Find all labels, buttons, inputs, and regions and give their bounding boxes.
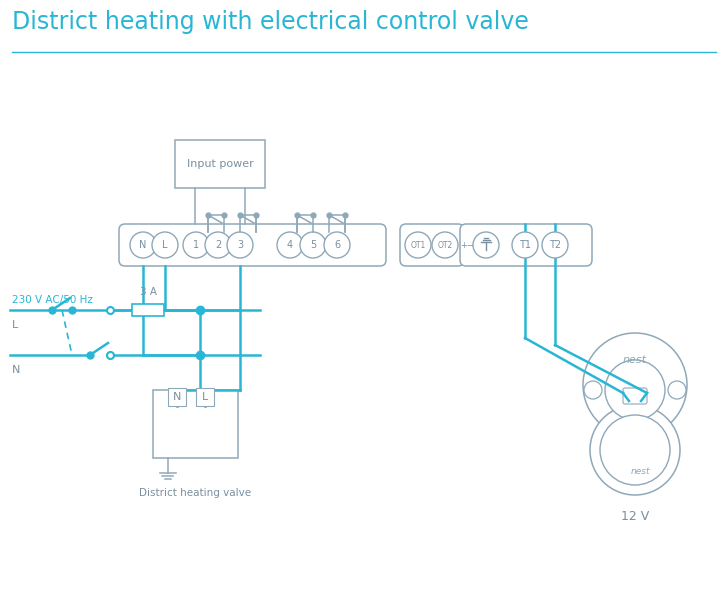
Bar (175, 140, 265, 188)
Text: +−: +− (460, 241, 474, 249)
Circle shape (512, 232, 538, 258)
Circle shape (583, 333, 687, 437)
Text: T1: T1 (519, 240, 531, 250)
Circle shape (668, 381, 686, 399)
Text: 5: 5 (310, 240, 316, 250)
Circle shape (324, 232, 350, 258)
Circle shape (277, 232, 303, 258)
Text: L: L (202, 392, 208, 402)
Text: Input power: Input power (186, 159, 253, 169)
Text: 3 A: 3 A (140, 287, 157, 297)
Text: nest: nest (630, 467, 650, 476)
Text: 6: 6 (334, 240, 340, 250)
FancyBboxPatch shape (460, 224, 592, 266)
Text: 2: 2 (215, 240, 221, 250)
Text: L: L (12, 320, 18, 330)
Circle shape (130, 232, 156, 258)
Text: 12 V: 12 V (621, 510, 649, 523)
Text: 1: 1 (193, 240, 199, 250)
Text: OT1: OT1 (411, 241, 426, 249)
Text: N: N (173, 392, 181, 402)
Circle shape (600, 415, 670, 485)
Circle shape (300, 232, 326, 258)
Circle shape (432, 232, 458, 258)
Circle shape (205, 232, 231, 258)
Text: N: N (139, 240, 146, 250)
Text: 3: 3 (237, 240, 243, 250)
Text: OT2: OT2 (438, 241, 453, 249)
FancyBboxPatch shape (119, 224, 386, 266)
Circle shape (183, 232, 209, 258)
Circle shape (405, 232, 431, 258)
Circle shape (605, 360, 665, 420)
FancyBboxPatch shape (400, 224, 464, 266)
Text: L: L (162, 240, 167, 250)
Circle shape (584, 381, 602, 399)
Text: District heating valve: District heating valve (139, 488, 251, 498)
Circle shape (152, 232, 178, 258)
Circle shape (542, 232, 568, 258)
Bar (132, 304, 164, 316)
Bar (152, 390, 237, 458)
Text: N: N (12, 365, 20, 375)
Text: 4: 4 (287, 240, 293, 250)
Circle shape (227, 232, 253, 258)
Text: 230 V AC/50 Hz: 230 V AC/50 Hz (12, 295, 93, 305)
Bar (196, 388, 214, 406)
Bar (168, 388, 186, 406)
Circle shape (473, 232, 499, 258)
Circle shape (590, 405, 680, 495)
FancyBboxPatch shape (623, 388, 647, 404)
Text: District heating with electrical control valve: District heating with electrical control… (12, 10, 529, 34)
Text: T2: T2 (549, 240, 561, 250)
Text: nest: nest (623, 355, 647, 365)
